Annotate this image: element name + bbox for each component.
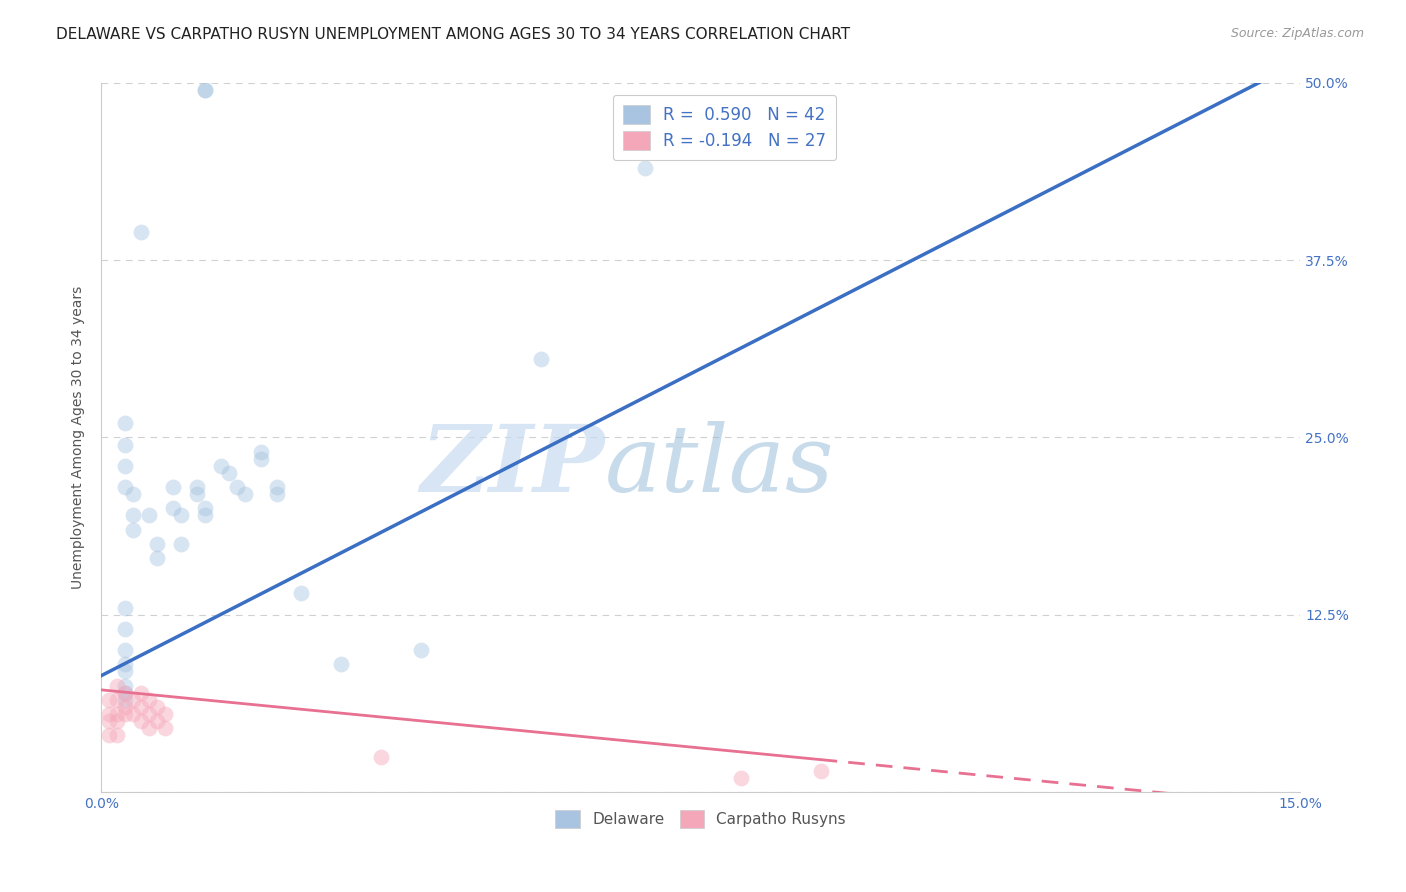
Point (114, 480, 136, 494)
Point (114, 657, 136, 672)
Point (138, 721, 160, 735)
Point (138, 693, 160, 707)
Point (266, 487, 288, 501)
Point (114, 686, 136, 700)
Point (226, 480, 249, 494)
Point (129, 714, 152, 728)
Point (730, 771, 752, 785)
Point (186, 480, 208, 494)
Point (105, 693, 128, 707)
Point (105, 706, 128, 721)
Point (98, 714, 121, 728)
Point (146, 714, 169, 728)
Point (114, 600, 136, 615)
Point (129, 225, 152, 239)
Point (810, 764, 832, 778)
Point (114, 665, 136, 679)
Point (105, 714, 128, 728)
Point (186, 487, 208, 501)
Point (250, 444, 273, 458)
Text: ZIP: ZIP (420, 421, 605, 511)
Point (114, 417, 136, 431)
Point (194, 501, 217, 516)
Point (122, 487, 145, 501)
Point (153, 721, 176, 735)
Point (114, 699, 136, 714)
Point (98, 728, 121, 742)
Point (634, 161, 657, 175)
Point (122, 693, 145, 707)
Point (138, 508, 160, 523)
Text: atlas: atlas (605, 421, 834, 511)
Point (162, 501, 184, 516)
Point (105, 728, 128, 742)
Point (194, 83, 217, 97)
Point (114, 643, 136, 657)
Point (250, 451, 273, 466)
Point (370, 749, 392, 764)
Point (114, 622, 136, 636)
Point (233, 487, 256, 501)
Point (114, 706, 136, 721)
Point (129, 699, 152, 714)
Point (146, 699, 169, 714)
Point (122, 706, 145, 721)
Point (409, 643, 432, 657)
Text: DELAWARE VS CARPATHO RUSYN UNEMPLOYMENT AMONG AGES 30 TO 34 YEARS CORRELATION CH: DELAWARE VS CARPATHO RUSYN UNEMPLOYMENT … (56, 27, 851, 42)
Y-axis label: Unemployment Among Ages 30 to 34 years: Unemployment Among Ages 30 to 34 years (72, 285, 86, 589)
Text: Source: ZipAtlas.com: Source: ZipAtlas.com (1230, 27, 1364, 40)
Point (138, 706, 160, 721)
Point (266, 480, 288, 494)
Point (218, 466, 240, 480)
Point (114, 686, 136, 700)
Point (330, 657, 353, 672)
Point (122, 508, 145, 523)
Point (114, 679, 136, 693)
Point (114, 458, 136, 473)
Point (162, 480, 184, 494)
Point (170, 537, 193, 551)
Point (146, 537, 169, 551)
Point (122, 523, 145, 537)
Point (146, 551, 169, 566)
Point (194, 508, 217, 523)
Point (530, 352, 553, 367)
Point (98, 706, 121, 721)
Point (105, 679, 128, 693)
Legend: Delaware, Carpatho Rusyns: Delaware, Carpatho Rusyns (550, 804, 852, 834)
Point (98, 693, 121, 707)
Point (209, 458, 232, 473)
Point (129, 686, 152, 700)
Point (290, 586, 312, 600)
Point (170, 508, 193, 523)
Point (153, 706, 176, 721)
Point (194, 83, 217, 97)
Point (114, 693, 136, 707)
Point (114, 437, 136, 451)
